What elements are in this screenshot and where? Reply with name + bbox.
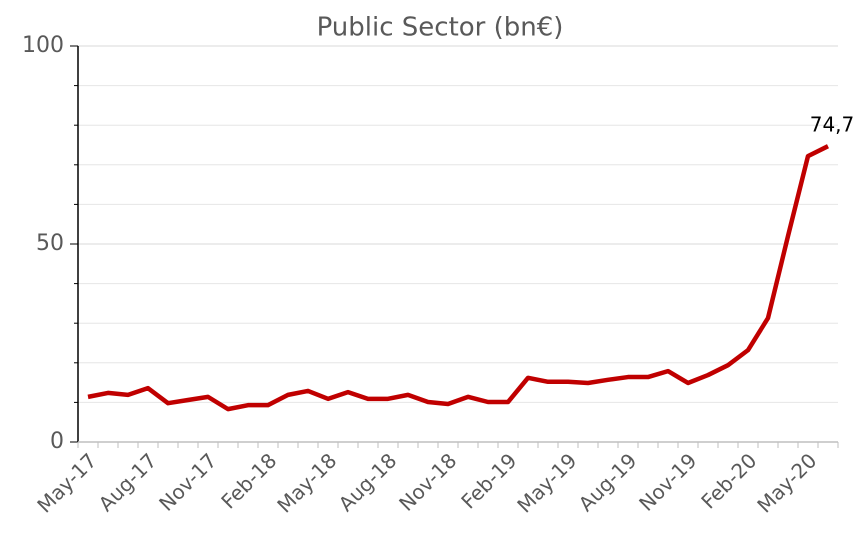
x-tick-label: May-18 [272, 448, 341, 517]
data-label: 74,7 [810, 113, 855, 137]
x-tick-label: Feb-20 [696, 448, 761, 513]
x-tick-label: Feb-18 [216, 448, 281, 513]
x-tick-label: Aug-18 [334, 448, 402, 516]
x-tick-label: Aug-17 [94, 448, 162, 516]
y-tick-label: 100 [22, 33, 64, 58]
y-tick-label: 50 [36, 231, 64, 256]
x-tick-label: Nov-18 [394, 448, 461, 515]
x-tick-label: Feb-19 [456, 448, 521, 513]
y-tick-label: 0 [50, 429, 64, 454]
x-tick-label: Nov-17 [154, 448, 221, 515]
x-tick-label: May-17 [32, 448, 101, 517]
x-tick-label: Aug-19 [574, 448, 642, 516]
x-tick-label: Nov-19 [634, 448, 701, 515]
x-tick-label: May-20 [752, 448, 821, 517]
x-tick-label: May-19 [512, 448, 581, 517]
chart-title: Public Sector (bn€) [317, 13, 564, 43]
series-line [87, 144, 829, 412]
